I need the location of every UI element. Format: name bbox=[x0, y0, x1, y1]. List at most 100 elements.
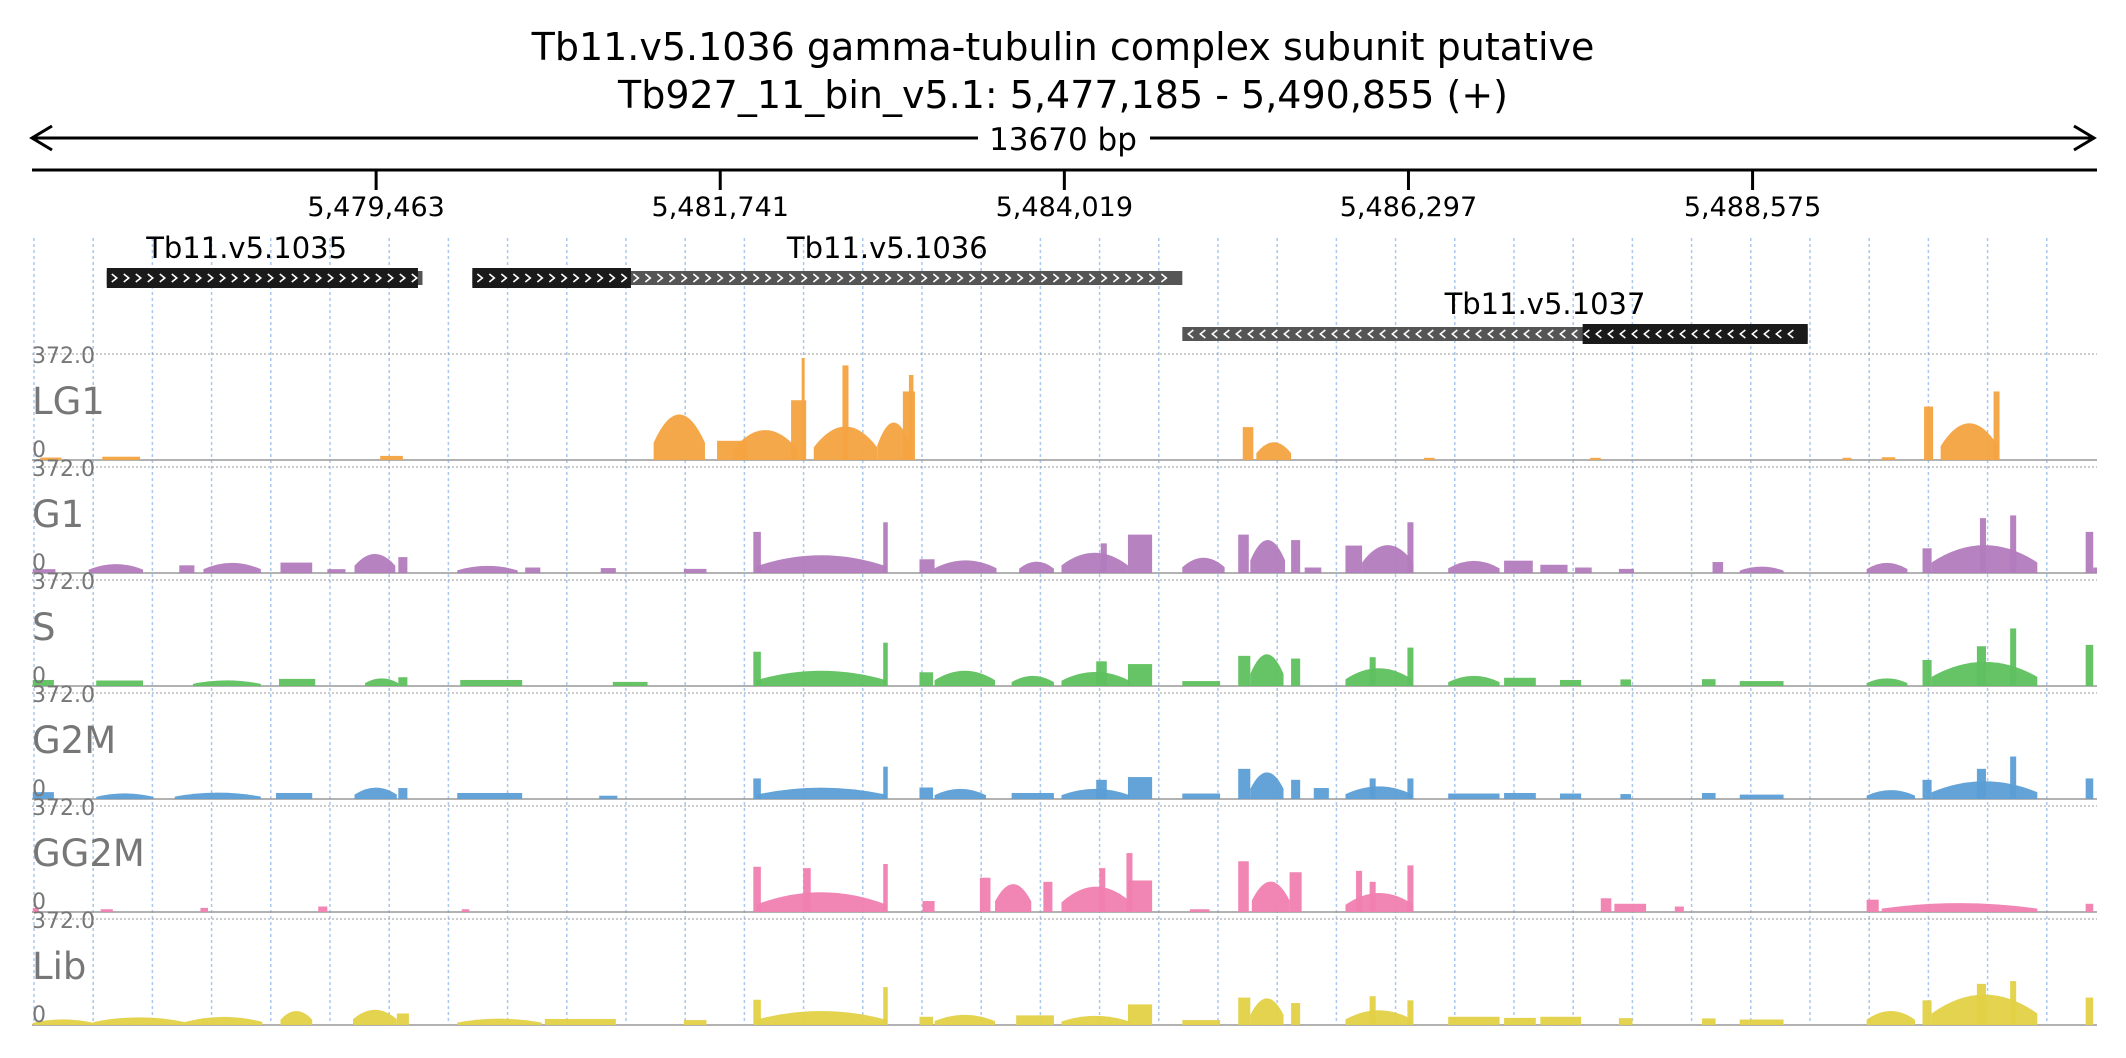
coverage-bar bbox=[1614, 903, 1647, 912]
strand-arrow bbox=[476, 273, 484, 283]
coverage-bar bbox=[1922, 659, 1932, 686]
strand-arrow bbox=[1775, 329, 1782, 339]
coverage-peak bbox=[32, 1019, 94, 1025]
coverage-peak bbox=[1011, 675, 1054, 686]
coverage-bar bbox=[179, 565, 195, 573]
strand-arrow bbox=[327, 273, 335, 283]
strand-arrow bbox=[291, 273, 299, 283]
coverage-bar bbox=[753, 651, 761, 686]
strand-arrow bbox=[596, 273, 604, 283]
coverage-peak bbox=[1182, 557, 1225, 573]
coverage-bar bbox=[1993, 391, 2000, 460]
strand-arrow bbox=[147, 273, 155, 283]
strand-arrow bbox=[387, 273, 395, 283]
strand-arrow bbox=[812, 273, 820, 283]
strand-arrow bbox=[992, 273, 1000, 283]
track-name: S bbox=[32, 606, 56, 649]
strand-arrow bbox=[111, 273, 119, 283]
coverage-bar bbox=[1369, 996, 1376, 1025]
strand-arrow bbox=[1499, 329, 1506, 339]
strand-arrow bbox=[1595, 329, 1602, 339]
strand-arrow bbox=[1136, 273, 1144, 283]
track-max-label: 372.0 bbox=[32, 683, 95, 708]
coverage-peak bbox=[174, 792, 261, 799]
strand-arrow bbox=[1571, 329, 1578, 339]
strand-arrow bbox=[920, 273, 928, 283]
coverage-bar bbox=[1979, 518, 1986, 573]
strand-arrow bbox=[1379, 329, 1386, 339]
coverage-bar bbox=[1922, 548, 1932, 573]
coverage-bar bbox=[1369, 657, 1376, 686]
coverage-bar bbox=[1407, 522, 1414, 573]
coverage-bar bbox=[1701, 679, 1716, 686]
coverage-peak bbox=[353, 1009, 397, 1025]
strand-arrow bbox=[1319, 329, 1326, 339]
track-min-label: 0 bbox=[32, 777, 46, 802]
coverage-peak bbox=[1881, 903, 2038, 912]
strand-arrow bbox=[932, 273, 940, 283]
coverage-peak bbox=[93, 1017, 186, 1025]
coverage-bar bbox=[883, 642, 888, 686]
coverage-bar bbox=[461, 909, 470, 912]
coverage-peak bbox=[756, 670, 887, 686]
strand-arrow bbox=[1439, 329, 1446, 339]
coverage-bar bbox=[2085, 997, 2094, 1025]
coverage-bar bbox=[457, 792, 523, 799]
coverage-peak bbox=[1061, 1015, 1130, 1025]
strand-arrow bbox=[1403, 329, 1410, 339]
coverage-peak bbox=[354, 787, 397, 799]
coverage-bar bbox=[1976, 646, 1986, 686]
strand-arrow bbox=[339, 273, 347, 283]
strand-arrow bbox=[668, 273, 676, 283]
coverage-bar bbox=[1011, 792, 1054, 799]
coverage-peak bbox=[877, 422, 911, 460]
gene-cds-bar bbox=[1582, 324, 1808, 344]
strand-arrow bbox=[1739, 329, 1746, 339]
coverage-peak bbox=[1345, 1010, 1412, 1025]
strand-arrow bbox=[1112, 273, 1120, 283]
coverage-track-gg2m: 372.0 GG2M 0 bbox=[32, 796, 2097, 915]
coverage-bar bbox=[280, 562, 313, 573]
strand-arrow bbox=[279, 273, 287, 283]
coverage-peak bbox=[1866, 678, 1908, 686]
coverage-bar bbox=[1369, 881, 1376, 912]
coverage-bar bbox=[2085, 531, 2094, 573]
span-arrowhead-left bbox=[29, 124, 53, 152]
strand-arrow bbox=[1559, 329, 1566, 339]
track-max-label: 372.0 bbox=[32, 909, 95, 934]
coverage-bar bbox=[2085, 903, 2094, 912]
track-name: Lib bbox=[32, 945, 86, 988]
coverage-bar bbox=[1291, 540, 1301, 573]
strand-arrow bbox=[836, 273, 844, 283]
coverage-bar bbox=[1127, 1004, 1153, 1025]
coverage-peak bbox=[756, 892, 887, 912]
strand-arrow bbox=[1124, 273, 1132, 283]
coverage-tracks: 372.0LG10372.0G10372.0S0372.0G2M0372.0GG… bbox=[32, 344, 2097, 1028]
gene-utr-bar bbox=[472, 271, 1183, 285]
strand-arrow bbox=[788, 273, 796, 283]
coverage-bar bbox=[1291, 1003, 1301, 1025]
coverage-bar bbox=[1540, 564, 1568, 573]
coverage-bar bbox=[1575, 567, 1592, 573]
coverage-bar bbox=[922, 901, 935, 912]
coverage-bar bbox=[398, 788, 408, 799]
coverage-bar bbox=[1096, 661, 1107, 686]
strand-arrow bbox=[800, 273, 808, 283]
strand-arrow bbox=[1535, 329, 1542, 339]
coverage-peak bbox=[88, 564, 144, 573]
strand-arrow bbox=[1463, 329, 1470, 339]
coverage-peak bbox=[756, 555, 887, 573]
strand-arrow bbox=[1631, 329, 1638, 339]
chart-title-line2: Tb927_11_bin_v5.1: 5,477,185 - 5,490,855… bbox=[617, 73, 1508, 117]
coverage-bar bbox=[1043, 881, 1053, 912]
strand-arrow bbox=[1667, 329, 1674, 339]
coverage-bar bbox=[801, 358, 805, 460]
coverage-bar bbox=[1291, 779, 1301, 799]
coverage-bar bbox=[1881, 457, 1896, 460]
coverage-bar bbox=[1238, 997, 1251, 1025]
coverage-bar bbox=[919, 1016, 934, 1025]
coverage-bar bbox=[1127, 880, 1153, 912]
coverage-bar bbox=[803, 868, 811, 912]
coverage-bar bbox=[1976, 768, 1986, 799]
